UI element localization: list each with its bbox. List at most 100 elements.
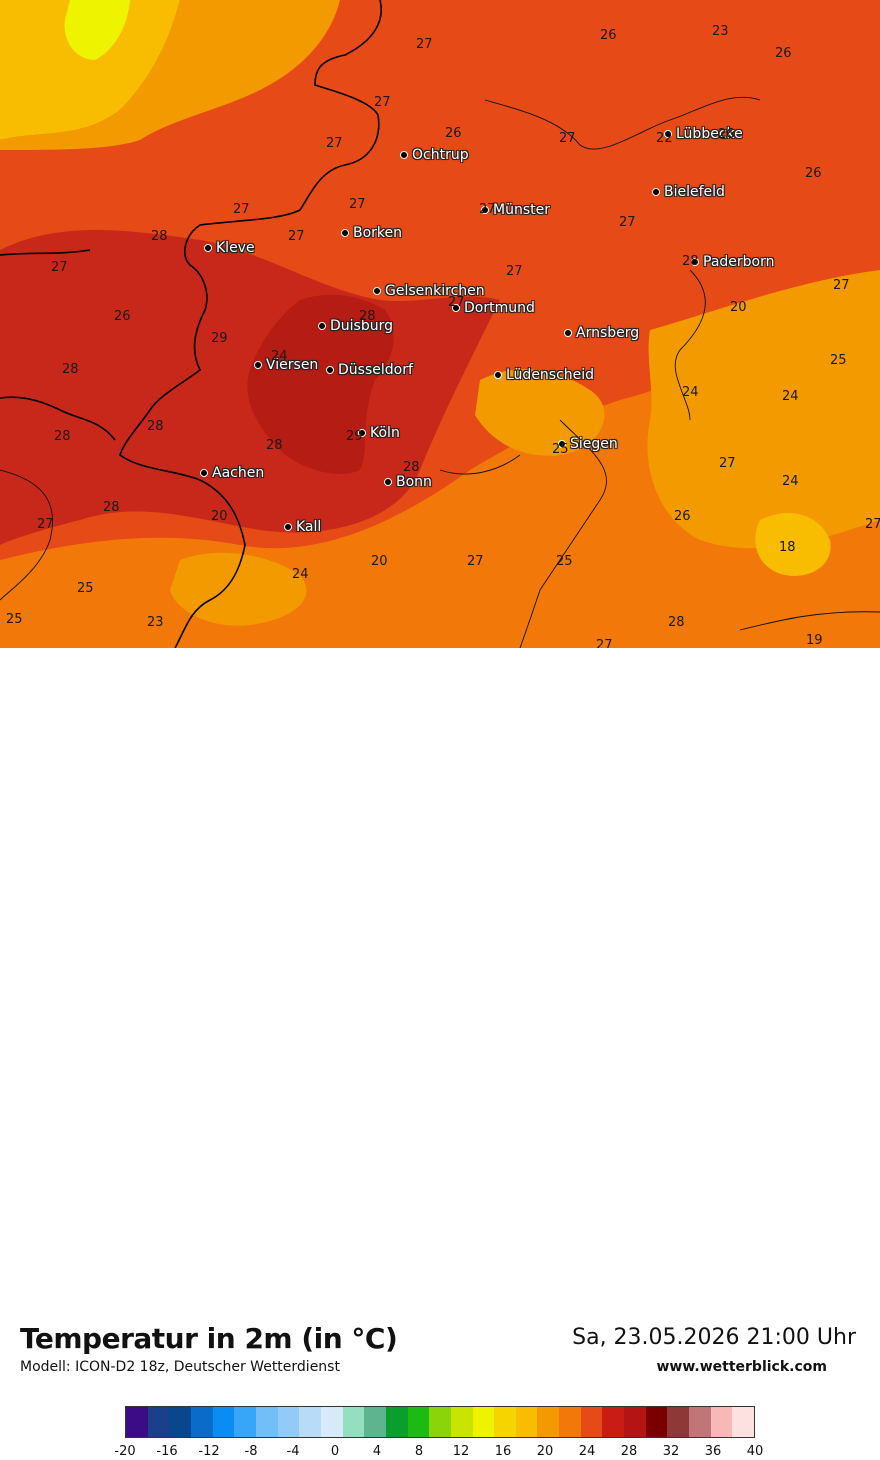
temperature-value: 25 xyxy=(556,554,573,569)
temperature-value: 24 xyxy=(292,567,309,582)
city-name: Bonn xyxy=(396,474,432,490)
city-name: Kall xyxy=(296,519,322,535)
temperature-value: 27 xyxy=(326,136,343,151)
temperature-value: 27 xyxy=(37,517,54,532)
map-footer: Temperatur in 2m (in °C) Modell: ICON-D2… xyxy=(0,648,880,1459)
city-dot-icon xyxy=(481,206,489,214)
city-name: Siegen xyxy=(570,436,618,452)
temperature-value: 27 xyxy=(51,260,68,275)
city-name: Aachen xyxy=(212,465,265,481)
legend-swatch xyxy=(342,1407,365,1437)
temperature-value: 27 xyxy=(448,295,465,310)
legend-swatch xyxy=(450,1407,473,1437)
temperature-value: 29 xyxy=(346,429,363,444)
city-label-dortmund: Dortmund xyxy=(452,300,535,316)
city-dot-icon xyxy=(254,361,262,369)
legend-swatch xyxy=(494,1407,516,1437)
zone-22-eifel xyxy=(170,552,307,626)
city-dot-icon xyxy=(664,130,672,138)
temperature-value: 28 xyxy=(682,254,699,269)
zone-22-sauerland xyxy=(475,369,605,456)
zone-22-nw xyxy=(0,0,340,150)
legend-swatch xyxy=(429,1407,451,1437)
legend-swatch xyxy=(147,1407,170,1437)
temperature-value: 24 xyxy=(271,349,288,364)
city-name: Viersen xyxy=(266,357,319,373)
model-info: Modell: ICON-D2 18z, Deutscher Wetterdie… xyxy=(20,1359,340,1375)
legend-tick-label: 4 xyxy=(372,1444,382,1459)
legend-tick-label: 24 xyxy=(578,1444,596,1459)
legend-swatch xyxy=(190,1407,213,1437)
legend-tick-label: 28 xyxy=(620,1444,638,1459)
legend-tick-label: 40 xyxy=(746,1444,764,1459)
temperature-value: 28 xyxy=(668,615,685,630)
temperature-value: 27 xyxy=(479,202,496,217)
legend-swatch xyxy=(277,1407,300,1437)
city-label-gelsenkirchen: Gelsenkirchen xyxy=(373,283,485,299)
city-name: Borken xyxy=(353,225,403,241)
temperature-value: 24 xyxy=(782,389,799,404)
temperature-value: 27 xyxy=(288,229,305,244)
temperature-value: 27 xyxy=(467,554,484,569)
legend-swatch xyxy=(624,1407,646,1437)
city-label-lübbecke: Lübbecke xyxy=(664,126,743,142)
legend-swatch xyxy=(364,1407,386,1437)
legend-swatch xyxy=(645,1407,668,1437)
temperature-value: 20 xyxy=(371,554,388,569)
legend-tick-label: -20 xyxy=(114,1444,136,1459)
temperature-value: 28 xyxy=(359,309,376,324)
zone-yellow-nw xyxy=(0,0,180,140)
legend-ticks: -20 -16 -12 -8 -4 0 4 8 12 16 20 24 28 32 36 40 xyxy=(114,1444,763,1460)
temperature-value: 27 xyxy=(349,197,366,212)
temperature-value: 26 xyxy=(775,46,792,61)
temperature-value: 26 xyxy=(718,127,735,142)
city-name: Köln xyxy=(370,425,400,441)
temperature-field xyxy=(0,0,880,648)
legend-swatch xyxy=(602,1407,625,1437)
city-label-bonn: Bonn xyxy=(384,474,432,490)
legend-tick-label: 36 xyxy=(704,1444,722,1459)
city-dot-icon xyxy=(452,304,460,312)
temperature-value: 26 xyxy=(114,309,131,324)
city-dot-icon xyxy=(558,440,566,448)
city-dot-icon xyxy=(494,371,502,379)
temperature-value: 26 xyxy=(600,28,617,43)
city-label-aachen: Aachen xyxy=(200,465,264,481)
legend-swatch xyxy=(320,1407,343,1437)
city-dot-icon xyxy=(691,258,699,266)
legend-tick-label: 8 xyxy=(414,1444,424,1459)
city-label-düsseldorf: Düsseldorf xyxy=(326,362,413,378)
city-name: Lübbecke xyxy=(676,126,743,142)
city-dot-icon xyxy=(204,244,212,252)
temperature-value: 26 xyxy=(445,126,462,141)
website-link[interactable]: www.wetterblick.com xyxy=(656,1359,828,1375)
temperature-value: 28 xyxy=(151,229,168,244)
city-dot-icon xyxy=(326,366,334,374)
city-dot-icon xyxy=(384,478,392,486)
temperature-value: 25 xyxy=(6,612,23,627)
city-name: Düsseldorf xyxy=(338,362,413,378)
legend-swatch xyxy=(732,1407,755,1437)
temperature-value: 27 xyxy=(374,95,391,110)
temperature-value: 27 xyxy=(233,202,250,217)
temperature-value: 23 xyxy=(712,24,729,39)
city-label-lüdenscheid: Lüdenscheid xyxy=(494,367,594,383)
temperature-value: 27 xyxy=(416,37,433,52)
city-label-borken: Borken xyxy=(341,225,402,241)
temperature-value: 23 xyxy=(147,615,164,630)
city-label-viersen: Viersen xyxy=(254,357,318,373)
temperature-value: 28 xyxy=(103,500,120,515)
legend-tick-label: 12 xyxy=(452,1444,470,1459)
zone-20-east-core xyxy=(755,512,831,576)
city-dot-icon xyxy=(652,188,660,196)
legend-tick-label: 0 xyxy=(330,1444,340,1459)
legend-swatch xyxy=(559,1407,581,1437)
temperature-value: 28 xyxy=(54,429,71,444)
legend-swatch xyxy=(255,1407,278,1437)
city-label-paderborn: Paderborn xyxy=(691,254,774,270)
legend-swatch xyxy=(385,1407,408,1437)
legend-swatch xyxy=(407,1407,430,1437)
temperature-value: 25 xyxy=(552,442,569,457)
city-label-siegen: Siegen xyxy=(558,436,618,452)
